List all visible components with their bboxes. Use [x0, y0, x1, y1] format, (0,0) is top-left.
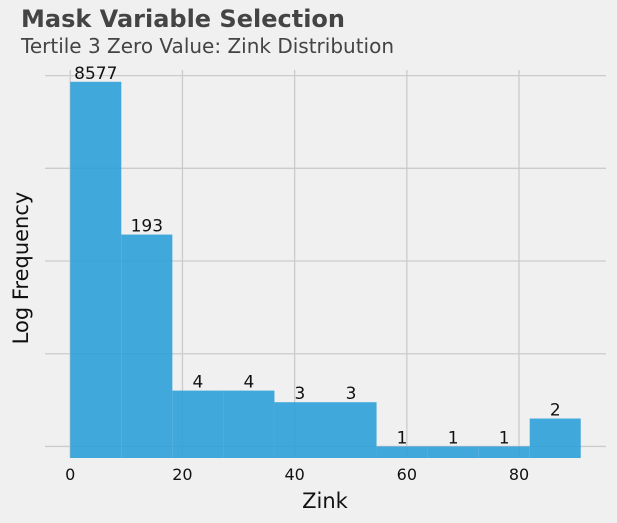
bar-count-label: 1 — [397, 428, 408, 448]
chart-subtitle: Tertile 3 Zero Value: Zink Distribution — [21, 34, 394, 58]
histogram-bar — [121, 234, 173, 458]
histogram-bar — [529, 418, 581, 458]
bar-count-label: 8577 — [74, 64, 117, 84]
bars — [70, 81, 581, 458]
x-tick-label: 60 — [397, 465, 417, 484]
bar-count-label: 3 — [346, 384, 357, 404]
x-tick-label: 80 — [509, 465, 529, 484]
bar-count-label: 4 — [244, 373, 255, 393]
bar-count-label: 193 — [131, 217, 163, 237]
histogram-bar — [427, 446, 479, 458]
x-tick-label: 0 — [65, 465, 75, 484]
bar-count-label: 4 — [192, 373, 203, 393]
chart-title: Mask Variable Selection — [21, 5, 345, 33]
bar-count-label: 1 — [499, 428, 510, 448]
bar-count-label: 3 — [295, 384, 306, 404]
y-axis-label: Log Frequency — [9, 192, 33, 345]
x-axis-label: Zink — [302, 489, 349, 513]
x-tick-label: 20 — [172, 465, 192, 484]
x-tick-label: 40 — [284, 465, 304, 484]
histogram-bar — [376, 446, 428, 458]
x-tick-labels: 0 20 40 60 80 — [65, 465, 529, 484]
histogram-bar — [274, 402, 326, 458]
bar-count-label: 2 — [550, 401, 561, 421]
bar-labels: 8577 193 4 4 3 3 1 1 1 2 — [74, 64, 561, 449]
histogram-bar — [325, 402, 377, 458]
histogram-bar — [70, 81, 122, 458]
histogram-bar — [478, 446, 530, 458]
bar-count-label: 1 — [448, 428, 459, 448]
histogram-bar — [172, 390, 224, 458]
histogram-bar — [223, 390, 275, 458]
